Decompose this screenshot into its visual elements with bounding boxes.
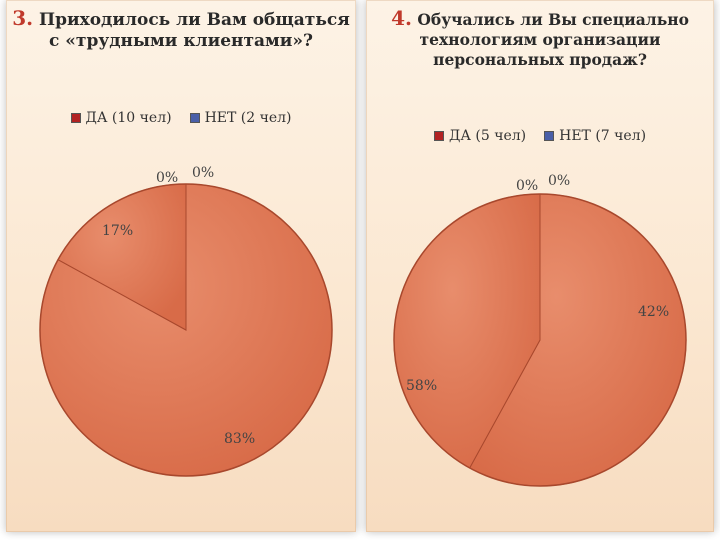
- chart-number-3: 3.: [12, 6, 34, 30]
- chart-number-4: 4.: [391, 6, 412, 30]
- pie-chart-4: 58% 42% 0% 0%: [393, 173, 687, 487]
- legend-swatch-da: [70, 113, 81, 123]
- legend-label-da: ДА (5 чел): [448, 128, 527, 144]
- pie-data-label: 0%: [516, 178, 538, 194]
- legend-item-da: ДА (5 чел): [433, 128, 527, 144]
- legend-4: ДА (5 чел) НЕТ (7 чел): [366, 128, 714, 144]
- pie-data-label: 17%: [102, 223, 133, 239]
- legend-item-net: НЕТ (2 чел): [189, 110, 292, 126]
- chart-panel-3: 3. Приходилось ли Вам общаться с «трудны…: [6, 0, 356, 532]
- legend-swatch-net: [189, 113, 200, 123]
- pie-rim: [39, 183, 333, 477]
- chart-title-3: 3. Приходилось ли Вам общаться с «трудны…: [6, 8, 356, 52]
- legend-item-net: НЕТ (7 чел): [544, 128, 646, 144]
- chart-panel-4: 4. Обучались ли Вы специально технология…: [366, 0, 714, 532]
- pie-data-label: 83%: [224, 431, 255, 447]
- pie-chart-3: 83% 17% 0% 0%: [39, 165, 333, 477]
- legend-label-da: ДА (10 чел): [85, 110, 172, 126]
- legend-swatch-da: [433, 131, 444, 141]
- legend-label-net: НЕТ (7 чел): [559, 128, 647, 144]
- chart-title-4: 4. Обучались ли Вы специально технология…: [366, 8, 714, 70]
- legend-item-da: ДА (10 чел): [70, 110, 172, 126]
- pie-data-label: 0%: [192, 165, 214, 181]
- pie-data-label: 0%: [156, 170, 178, 186]
- chart-title-text-3: Приходилось ли Вам общаться с «трудными …: [39, 10, 350, 51]
- legend-swatch-net: [544, 131, 555, 141]
- pie-rim: [393, 193, 687, 487]
- pie-data-label: 0%: [548, 173, 570, 189]
- pie-data-label: 58%: [406, 378, 437, 394]
- chart-title-text-4: Обучались ли Вы специально технологиям о…: [417, 10, 689, 69]
- legend-label-net: НЕТ (2 чел): [204, 110, 292, 126]
- pie-data-label: 42%: [638, 304, 669, 320]
- legend-3: ДА (10 чел) НЕТ (2 чел): [6, 110, 356, 126]
